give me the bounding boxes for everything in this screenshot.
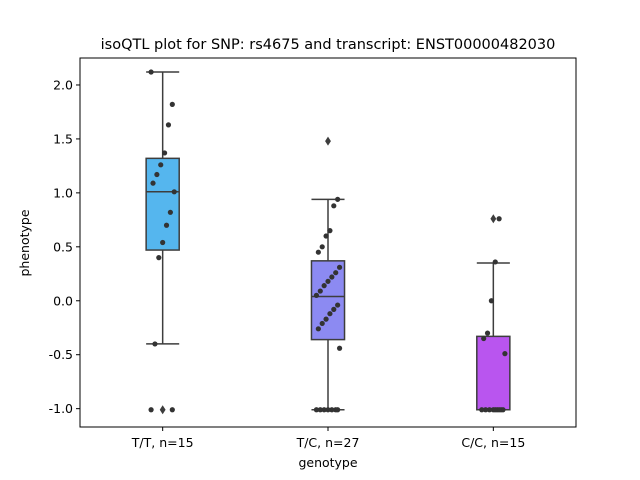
data-point <box>486 407 493 413</box>
y-axis-label: phenotype <box>17 209 32 276</box>
box <box>476 335 511 411</box>
outlier-marker <box>490 214 497 224</box>
x-axis: T/T, n=15 T/C, n=27 C/C, n=15 <box>131 427 525 450</box>
data-point <box>483 407 489 413</box>
data-point <box>158 162 164 168</box>
data-point <box>481 335 487 342</box>
data-point <box>154 171 160 178</box>
data-point <box>333 270 339 276</box>
data-point <box>336 264 343 270</box>
data-point <box>335 196 341 202</box>
data-point <box>152 341 158 347</box>
box-group <box>145 71 180 415</box>
data-point <box>156 255 162 261</box>
y-tick-label: 1.5 <box>53 131 73 146</box>
data-point <box>331 203 337 209</box>
data-point <box>327 311 333 317</box>
box-group <box>476 214 511 411</box>
y-tick-label: -0.5 <box>49 347 73 362</box>
data-point <box>315 249 321 255</box>
data-point <box>148 69 154 75</box>
data-point <box>329 274 335 280</box>
box <box>145 157 180 251</box>
data-point <box>165 122 172 128</box>
data-point <box>336 345 343 351</box>
outlier-marker <box>325 136 331 146</box>
data-point <box>492 259 498 265</box>
data-point <box>161 150 168 156</box>
data-point <box>492 407 498 413</box>
x-tick-label: T/T, n=15 <box>131 435 194 450</box>
boxes-layer <box>145 71 511 415</box>
data-point <box>313 292 320 298</box>
data-point <box>167 209 173 215</box>
data-point <box>325 407 331 413</box>
data-point <box>323 233 329 239</box>
data-point <box>317 407 323 413</box>
y-axis: -1.0 -0.5 0.0 0.5 1.0 1.5 2.0 <box>49 77 80 416</box>
points-layer <box>148 69 508 413</box>
data-point <box>327 228 333 234</box>
data-point <box>171 189 177 195</box>
data-point <box>319 320 325 327</box>
data-point <box>321 283 327 289</box>
data-point <box>323 316 329 322</box>
data-point <box>317 288 323 294</box>
data-point <box>496 216 502 222</box>
data-point <box>496 407 502 413</box>
data-point <box>329 407 335 413</box>
data-point <box>163 222 170 228</box>
box <box>310 260 346 341</box>
y-tick-label: 0.5 <box>53 239 73 254</box>
data-point <box>150 180 156 186</box>
data-point <box>169 101 175 107</box>
data-point <box>500 407 506 413</box>
y-tick-label: -1.0 <box>49 401 73 416</box>
data-point <box>321 407 327 413</box>
data-point <box>319 244 325 250</box>
chart-title: isoQTL plot for SNP: rs4675 and transcri… <box>101 37 556 53</box>
data-point <box>479 407 485 413</box>
outlier-marker <box>159 405 166 415</box>
data-point <box>335 407 341 413</box>
data-point <box>484 330 491 336</box>
data-point <box>313 407 320 413</box>
x-tick-label: C/C, n=15 <box>461 435 525 450</box>
y-tick-label: 2.0 <box>53 77 73 92</box>
data-point <box>488 298 495 304</box>
data-point <box>502 351 508 357</box>
data-point <box>160 239 166 246</box>
data-point <box>315 326 321 332</box>
data-point <box>148 407 154 413</box>
y-tick-label: 0.0 <box>53 293 73 308</box>
data-point <box>335 302 341 308</box>
data-point <box>325 278 331 284</box>
data-point <box>169 407 175 413</box>
box-group <box>310 136 346 411</box>
y-tick-label: 1.0 <box>53 185 73 200</box>
data-point <box>331 306 337 312</box>
x-axis-label: genotype <box>298 455 357 470</box>
x-tick-label: T/C, n=27 <box>296 435 360 450</box>
